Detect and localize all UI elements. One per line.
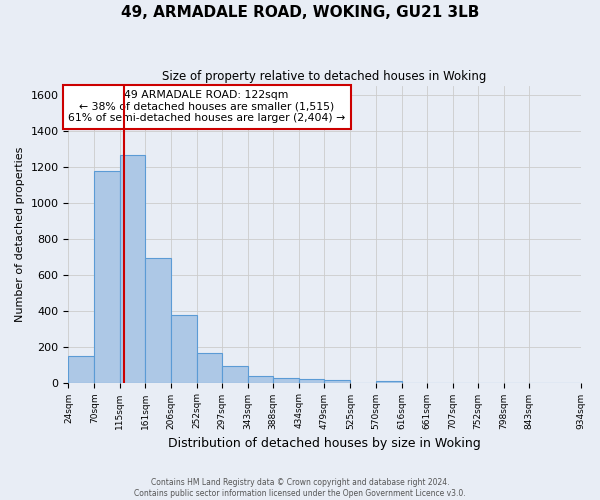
Text: 49, ARMADALE ROAD, WOKING, GU21 3LB: 49, ARMADALE ROAD, WOKING, GU21 3LB [121, 5, 479, 20]
Bar [94, 171, 119, 382]
Bar [171, 315, 197, 382]
Bar [222, 366, 248, 382]
Bar [273, 378, 299, 382]
Bar [376, 381, 401, 382]
Bar [119, 155, 145, 382]
Text: 49 ARMADALE ROAD: 122sqm
← 38% of detached houses are smaller (1,515)
61% of sem: 49 ARMADALE ROAD: 122sqm ← 38% of detach… [68, 90, 345, 123]
Bar [145, 258, 171, 382]
Bar [68, 356, 94, 382]
Text: Contains HM Land Registry data © Crown copyright and database right 2024.
Contai: Contains HM Land Registry data © Crown c… [134, 478, 466, 498]
X-axis label: Distribution of detached houses by size in Woking: Distribution of detached houses by size … [168, 437, 481, 450]
Bar [197, 353, 222, 382]
Bar [325, 380, 350, 382]
Title: Size of property relative to detached houses in Woking: Size of property relative to detached ho… [162, 70, 487, 83]
Bar [299, 380, 325, 382]
Bar [248, 376, 273, 382]
Y-axis label: Number of detached properties: Number of detached properties [15, 146, 25, 322]
